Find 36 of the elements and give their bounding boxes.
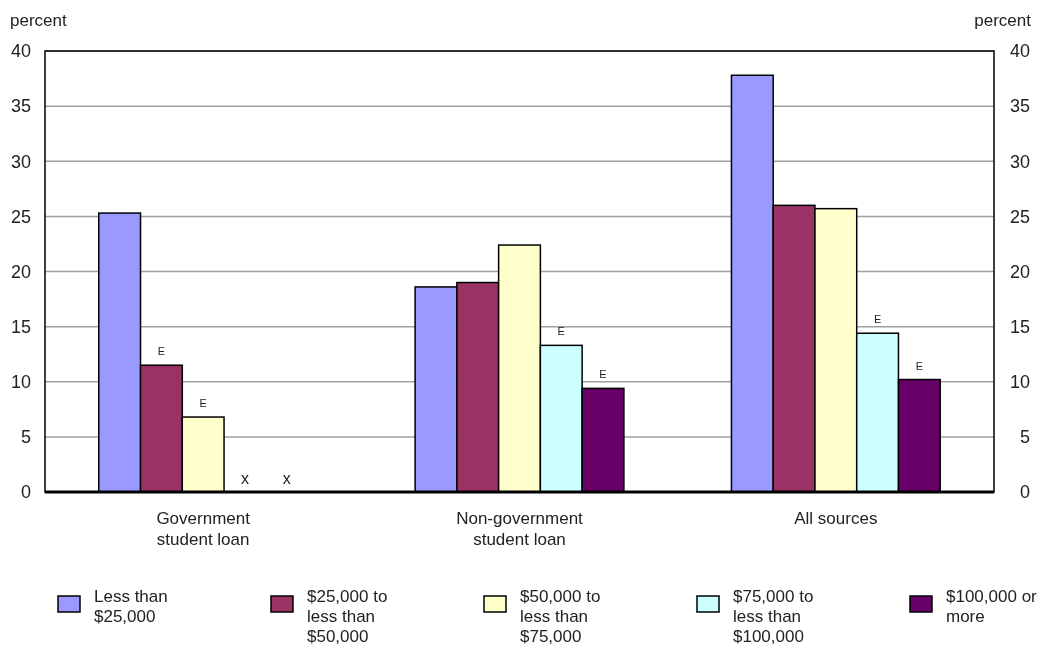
data-label: E [873,313,882,326]
y-tick-label: 15 [10,316,31,337]
data-label: E [599,368,607,381]
data-label: E [915,359,924,372]
legend-label: $100,000 or more [946,587,1038,626]
y2-tick-label: 5 [1019,427,1030,448]
y2-axis-title: percent [974,11,1032,30]
y-tick-label: 30 [10,151,31,172]
y-tick-label: 5 [20,427,31,448]
y-tick-label: 0 [20,482,31,503]
y-tick-label: 40 [10,41,31,62]
x-tick-label: Government student loan [156,509,251,549]
y2-tick-label: 30 [1009,151,1030,172]
x-tick-label: All sources [794,509,878,528]
x-tick-label: Non-government student loan [456,509,584,549]
y-tick-label: 20 [10,261,31,282]
y2-tick-label: 0 [1019,482,1030,503]
y-tick-label: 25 [10,206,31,227]
data-label: E [199,397,207,410]
legend-label: Less than $25,000 [94,587,168,626]
text: x [240,470,249,487]
legend-label: $25,000 to less than $50,000 [307,587,388,646]
y2-tick-label: 15 [1009,316,1030,337]
y-axis-title: percent [10,11,67,30]
data-label: E [557,325,565,338]
y2-tick-label: 10 [1009,372,1030,393]
legend-label: $75,000 to less than $100,000 [733,587,814,646]
y2-tick-label: 20 [1009,261,1030,282]
y-tick-label: 35 [10,96,31,117]
text: x [282,470,291,487]
y-tick-label: 10 [10,372,31,393]
y2-tick-label: 25 [1009,206,1030,227]
y2-tick-label: 35 [1009,96,1030,117]
legend-label: $50,000 to less than $75,000 [520,587,601,646]
data-label: E [157,345,166,358]
y2-tick-label: 40 [1009,41,1030,62]
